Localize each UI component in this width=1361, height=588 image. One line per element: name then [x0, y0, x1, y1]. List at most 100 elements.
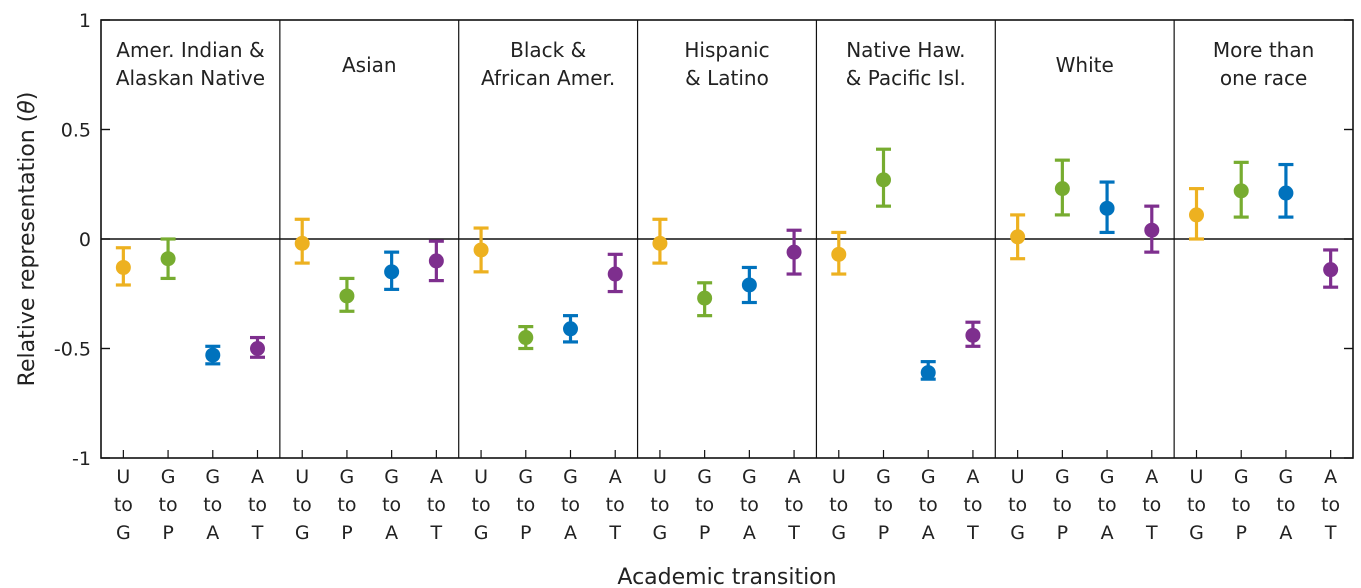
- data-point: [384, 250, 400, 291]
- point-marker: [294, 235, 310, 251]
- point-marker: [1054, 181, 1070, 197]
- point-marker: [741, 277, 757, 293]
- data-point: [1144, 204, 1160, 254]
- point-marker: [920, 365, 936, 381]
- point-marker: [1233, 183, 1249, 199]
- point-marker: [1010, 229, 1026, 245]
- y-tick-label: 0: [79, 229, 91, 251]
- point-marker: [518, 330, 534, 346]
- data-point: [1189, 187, 1204, 241]
- data-point: [1010, 213, 1026, 261]
- point-marker: [205, 347, 221, 363]
- data-point: [607, 252, 623, 294]
- point-marker: [697, 290, 713, 306]
- plot-area: 1 0.5 0 -0.5 -1 Amer. Indian & Alaskan Native U…: [54, 10, 1354, 544]
- point-marker: [831, 246, 847, 262]
- group-label: Amer. Indian & Alaskan Native: [116, 38, 265, 90]
- point-marker: [473, 242, 489, 258]
- group-label: White: [1056, 53, 1114, 77]
- point-marker: [876, 172, 891, 188]
- point-marker: [160, 251, 176, 267]
- data-point: [473, 226, 489, 274]
- group-label: Black & African Amer.: [481, 38, 615, 90]
- point-marker: [250, 341, 265, 356]
- point-marker: [652, 235, 668, 251]
- y-tick-label: -1: [72, 448, 91, 470]
- data-point: [1233, 160, 1249, 219]
- point-marker: [1323, 262, 1339, 278]
- data-point: [339, 276, 355, 313]
- data-point: [652, 217, 668, 265]
- data-point: [965, 320, 981, 348]
- x-axis-label: Academic transition: [617, 565, 836, 588]
- group-label: More than one race: [1213, 38, 1314, 90]
- y-tick-label: 1: [79, 10, 91, 32]
- point-marker: [339, 288, 355, 304]
- data-point: [294, 217, 310, 265]
- point-marker: [1278, 185, 1294, 201]
- data-point: [1323, 248, 1339, 289]
- data-point: [741, 265, 757, 305]
- group-label: Hispanic & Latino: [684, 38, 769, 90]
- y-axis-label: Relative representation (θ): [15, 92, 40, 387]
- point-marker: [115, 259, 131, 275]
- point-marker: [1099, 200, 1115, 216]
- point-marker: [563, 321, 578, 337]
- data-point: [920, 360, 936, 381]
- data-point: [205, 344, 221, 366]
- y-tick-label: -0.5: [54, 339, 91, 361]
- point-marker: [1189, 207, 1204, 223]
- point-marker: [428, 253, 444, 269]
- data-point: [518, 325, 534, 351]
- data-point: [1099, 180, 1115, 235]
- data-point: [563, 314, 578, 344]
- data-point: [1054, 158, 1070, 217]
- group-label: Native Haw. & Pacific Isl.: [846, 38, 966, 90]
- point-marker: [607, 266, 623, 282]
- group-label: Asian: [342, 53, 397, 77]
- data-point: [831, 230, 847, 276]
- point-marker: [384, 264, 400, 280]
- data-point: [115, 246, 131, 287]
- data-point: [876, 147, 891, 208]
- y-tick-label: 0.5: [61, 120, 91, 142]
- point-marker: [1144, 222, 1160, 238]
- point-marker: [965, 327, 981, 343]
- data-point: [160, 237, 176, 281]
- data-point: [697, 281, 713, 318]
- point-marker: [786, 244, 802, 260]
- data-point: [428, 239, 444, 283]
- data-point: [1278, 162, 1294, 219]
- data-point: [786, 228, 802, 276]
- data-point: [250, 335, 265, 359]
